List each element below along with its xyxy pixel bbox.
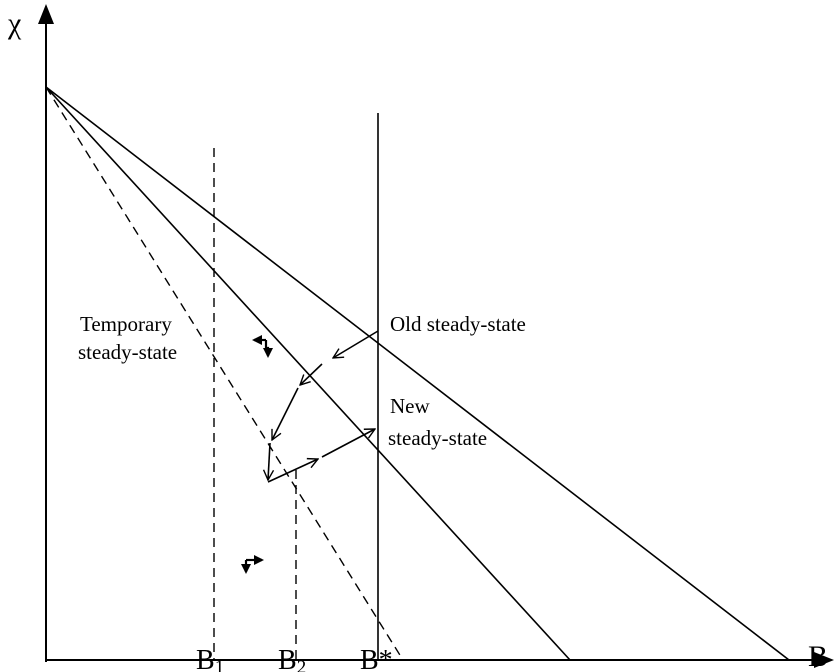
new-steady-state-line xyxy=(45,86,571,661)
x-axis xyxy=(46,652,834,668)
x-axis-label: B xyxy=(808,640,828,672)
down-arrow-icon xyxy=(263,340,273,358)
old-steady-state-line xyxy=(45,86,790,661)
temporary-steady-state-label-line1: Temporary xyxy=(80,312,172,336)
adjustment-path xyxy=(267,330,379,483)
path-arrow-5 xyxy=(267,459,318,483)
path-arrow-1 xyxy=(333,330,379,358)
y-axis xyxy=(38,4,54,662)
tick-label-b2: B2 xyxy=(278,645,306,672)
new-steady-state-label-line1: New xyxy=(390,394,430,418)
direction-arrows-upper xyxy=(252,335,273,358)
tick-label-b1: B1 xyxy=(196,645,224,672)
path-arrow-6 xyxy=(321,429,375,458)
path-arrow-2 xyxy=(300,363,323,385)
temporary-steady-state-line xyxy=(45,86,404,661)
new-steady-state-label-line2: steady-state xyxy=(388,426,487,450)
tick-label-bstar: B* xyxy=(360,645,393,672)
y-axis-label: χ xyxy=(7,7,22,40)
temporary-steady-state-label-line2: steady-state xyxy=(78,340,177,364)
path-arrow-4 xyxy=(268,442,270,480)
direction-arrows-lower xyxy=(241,555,264,574)
path-arrow-3 xyxy=(271,387,299,440)
old-steady-state-label: Old steady-state xyxy=(390,312,526,336)
